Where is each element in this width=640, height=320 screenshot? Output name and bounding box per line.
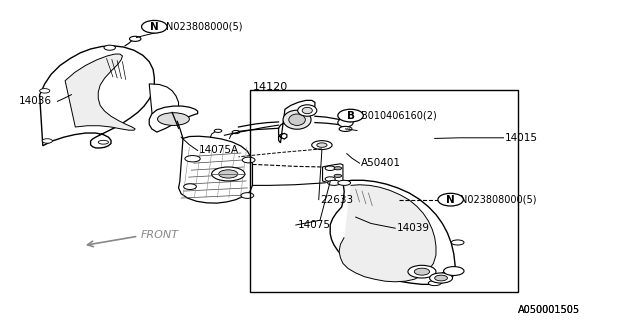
Ellipse shape xyxy=(338,180,351,185)
Text: 22633: 22633 xyxy=(320,195,353,205)
Ellipse shape xyxy=(214,129,222,132)
Polygon shape xyxy=(149,106,198,132)
Polygon shape xyxy=(278,100,315,143)
Ellipse shape xyxy=(42,139,52,143)
Text: N: N xyxy=(150,22,159,32)
Text: A050001505: A050001505 xyxy=(518,305,580,315)
Ellipse shape xyxy=(339,126,352,132)
Text: 14075: 14075 xyxy=(298,220,331,230)
Ellipse shape xyxy=(232,131,240,134)
Ellipse shape xyxy=(129,36,141,41)
Polygon shape xyxy=(179,136,252,203)
Ellipse shape xyxy=(104,45,115,50)
Ellipse shape xyxy=(414,268,429,275)
Ellipse shape xyxy=(429,273,452,283)
Ellipse shape xyxy=(334,167,342,170)
Ellipse shape xyxy=(212,167,245,181)
Text: 14036: 14036 xyxy=(19,96,52,106)
Text: 14039: 14039 xyxy=(396,223,429,233)
Ellipse shape xyxy=(185,156,200,162)
Ellipse shape xyxy=(243,157,255,163)
Ellipse shape xyxy=(451,240,464,245)
Ellipse shape xyxy=(241,193,253,198)
Circle shape xyxy=(141,20,167,33)
Ellipse shape xyxy=(408,265,436,278)
Text: N023808000(5): N023808000(5) xyxy=(460,195,537,205)
Ellipse shape xyxy=(40,89,50,93)
Text: 14120: 14120 xyxy=(253,82,289,92)
Text: A050001505: A050001505 xyxy=(518,305,580,315)
Bar xyxy=(250,90,518,292)
Ellipse shape xyxy=(219,170,238,178)
Ellipse shape xyxy=(289,114,305,125)
Polygon shape xyxy=(339,185,436,282)
Ellipse shape xyxy=(302,107,312,114)
Ellipse shape xyxy=(312,141,332,149)
Ellipse shape xyxy=(283,110,311,129)
Ellipse shape xyxy=(428,281,441,286)
Ellipse shape xyxy=(325,166,335,171)
Polygon shape xyxy=(323,164,343,183)
Ellipse shape xyxy=(444,267,464,276)
Polygon shape xyxy=(149,84,179,124)
Polygon shape xyxy=(65,54,135,130)
Text: FRONT: FRONT xyxy=(140,230,179,240)
Ellipse shape xyxy=(184,184,196,189)
Circle shape xyxy=(438,193,463,206)
Ellipse shape xyxy=(317,143,327,147)
Text: 14075A: 14075A xyxy=(199,146,239,156)
Text: B: B xyxy=(347,111,355,121)
Polygon shape xyxy=(40,46,154,148)
Text: A50401: A50401 xyxy=(362,158,401,168)
Ellipse shape xyxy=(441,272,454,277)
Ellipse shape xyxy=(298,105,317,116)
Text: N023808000(5): N023808000(5) xyxy=(166,22,243,32)
Polygon shape xyxy=(330,180,455,284)
Text: 14015: 14015 xyxy=(505,133,538,143)
Ellipse shape xyxy=(99,140,108,144)
Ellipse shape xyxy=(157,113,189,125)
Text: N: N xyxy=(446,195,455,205)
Text: B010406160(2): B010406160(2) xyxy=(362,111,437,121)
Ellipse shape xyxy=(334,174,342,178)
Ellipse shape xyxy=(325,177,335,181)
Circle shape xyxy=(338,109,364,122)
Ellipse shape xyxy=(435,275,447,281)
Ellipse shape xyxy=(328,180,340,185)
Ellipse shape xyxy=(338,118,353,127)
